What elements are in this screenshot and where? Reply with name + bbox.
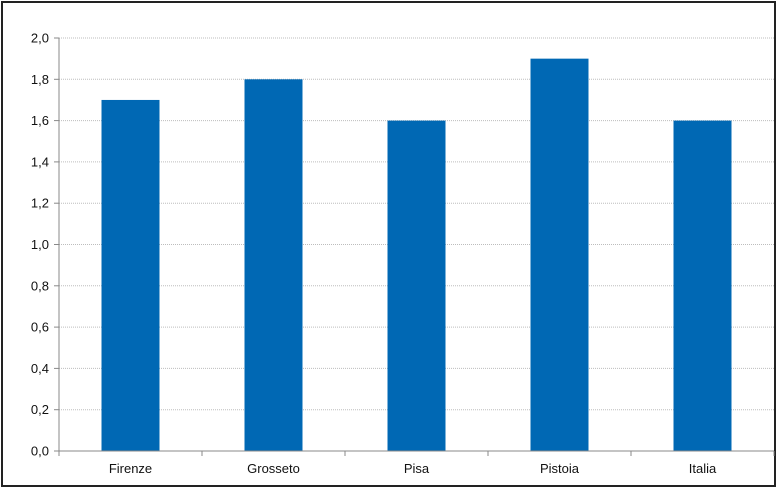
y-tick-label: 1,2: [31, 196, 49, 211]
bar-pistoia: [530, 58, 589, 452]
y-tick-label: 2,0: [31, 31, 49, 46]
y-tick-label: 1,6: [31, 113, 49, 128]
bar-pisa: [387, 120, 446, 451]
y-tick-label: 0,0: [31, 444, 49, 459]
x-tick-label: Pisa: [404, 461, 430, 476]
y-tick-label: 1,0: [31, 237, 49, 252]
y-tick-label: 0,6: [31, 320, 49, 335]
y-tick-label: 0,4: [31, 361, 49, 376]
y-tick-label: 1,8: [31, 72, 49, 87]
y-tick-label: 0,2: [31, 402, 49, 417]
bar-firenze: [101, 99, 160, 451]
bars: [101, 58, 732, 452]
x-tick-label: Firenze: [109, 461, 152, 476]
x-tick-labels: Firenze Grosseto Pisa Pistoia Italia: [109, 461, 717, 476]
x-tick-label: Pistoia: [540, 461, 580, 476]
axes: [54, 37, 775, 456]
y-tick-label: 0,8: [31, 278, 49, 293]
x-tick-label: Italia: [689, 461, 717, 476]
bar-grosseto: [244, 79, 303, 452]
bar-italia: [673, 120, 732, 451]
y-tick-labels: 0,0 0,2 0,4 0,6 0,8 1,0 1,2 1,4 1,6 1,8 2,0: [31, 31, 49, 459]
y-tick-label: 1,4: [31, 154, 49, 169]
x-tick-label: Grosseto: [247, 461, 300, 476]
